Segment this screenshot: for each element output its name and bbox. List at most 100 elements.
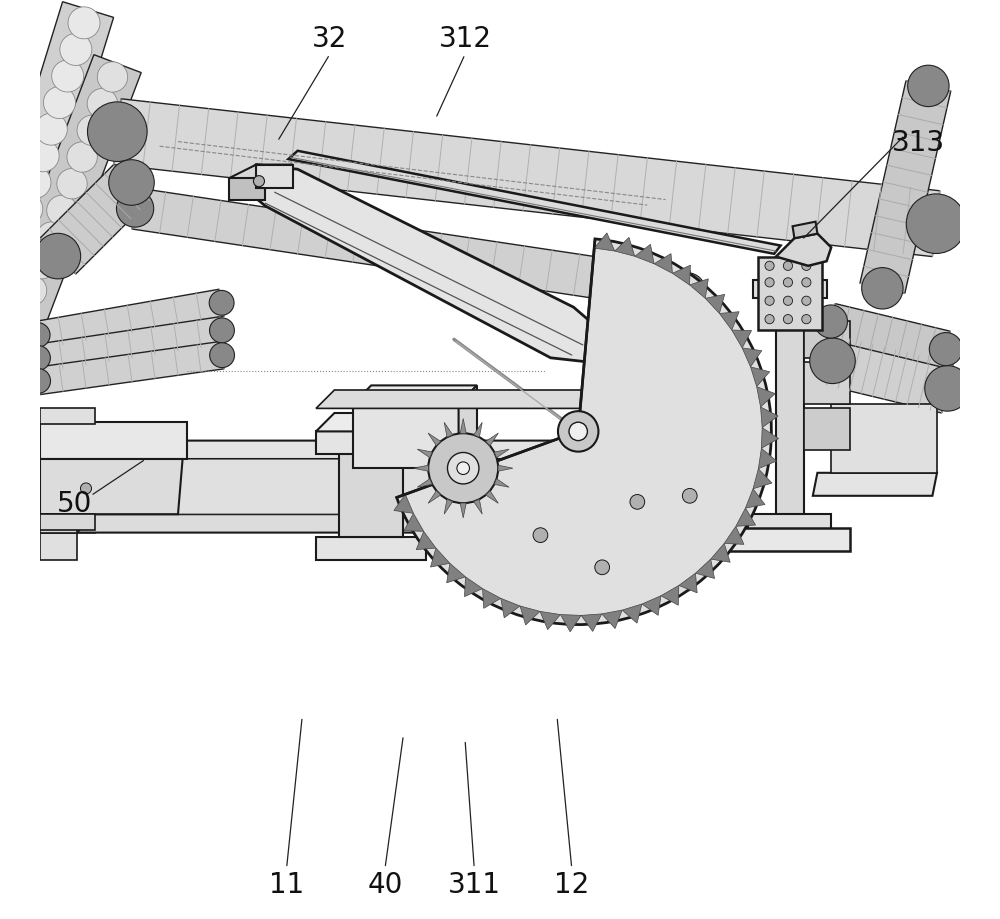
Text: 32: 32 xyxy=(312,25,347,52)
Circle shape xyxy=(802,278,811,288)
Polygon shape xyxy=(654,255,672,274)
Polygon shape xyxy=(622,605,642,623)
Circle shape xyxy=(210,319,234,344)
Circle shape xyxy=(765,262,774,271)
Circle shape xyxy=(569,423,587,441)
Circle shape xyxy=(26,249,57,279)
Polygon shape xyxy=(256,165,293,188)
Polygon shape xyxy=(316,538,426,561)
Circle shape xyxy=(765,278,774,288)
Polygon shape xyxy=(417,479,432,488)
Polygon shape xyxy=(690,279,708,299)
Polygon shape xyxy=(36,342,224,395)
Circle shape xyxy=(68,8,100,40)
Circle shape xyxy=(97,62,128,93)
Polygon shape xyxy=(460,504,466,518)
Circle shape xyxy=(43,87,75,119)
Polygon shape xyxy=(602,610,622,629)
Text: 40: 40 xyxy=(367,870,403,898)
Polygon shape xyxy=(40,533,77,561)
Circle shape xyxy=(802,262,811,271)
Text: 312: 312 xyxy=(439,25,492,52)
Polygon shape xyxy=(724,527,744,545)
Circle shape xyxy=(668,273,706,311)
Polygon shape xyxy=(430,549,450,567)
Polygon shape xyxy=(40,515,95,530)
Polygon shape xyxy=(0,3,114,257)
Polygon shape xyxy=(753,470,772,489)
Polygon shape xyxy=(486,491,498,504)
Polygon shape xyxy=(736,508,756,527)
Polygon shape xyxy=(428,491,441,504)
Circle shape xyxy=(57,169,87,199)
Polygon shape xyxy=(642,596,661,616)
Polygon shape xyxy=(560,615,581,632)
Polygon shape xyxy=(316,414,445,432)
Text: 50: 50 xyxy=(57,490,93,517)
Polygon shape xyxy=(494,479,509,488)
Circle shape xyxy=(783,262,793,271)
Polygon shape xyxy=(831,404,937,473)
Polygon shape xyxy=(761,428,779,448)
Polygon shape xyxy=(77,515,610,533)
Polygon shape xyxy=(339,450,403,538)
Polygon shape xyxy=(711,544,730,562)
Polygon shape xyxy=(444,423,453,437)
Polygon shape xyxy=(745,489,765,508)
Polygon shape xyxy=(353,386,477,404)
Circle shape xyxy=(862,268,903,310)
Circle shape xyxy=(814,306,847,339)
Polygon shape xyxy=(77,441,629,460)
Circle shape xyxy=(87,89,118,119)
Polygon shape xyxy=(732,331,752,348)
Text: 313: 313 xyxy=(892,129,945,156)
Polygon shape xyxy=(804,363,850,404)
Polygon shape xyxy=(417,449,432,459)
Polygon shape xyxy=(753,280,827,299)
Polygon shape xyxy=(742,348,762,368)
Circle shape xyxy=(116,190,154,228)
Circle shape xyxy=(906,195,966,255)
Polygon shape xyxy=(77,441,95,533)
Circle shape xyxy=(27,141,59,173)
Polygon shape xyxy=(793,222,817,239)
Polygon shape xyxy=(804,409,850,450)
Polygon shape xyxy=(114,99,940,257)
Polygon shape xyxy=(316,432,426,455)
Circle shape xyxy=(810,339,855,384)
Text: 12: 12 xyxy=(554,870,589,898)
Polygon shape xyxy=(486,434,498,447)
Circle shape xyxy=(457,462,469,475)
Circle shape xyxy=(783,278,793,288)
Polygon shape xyxy=(776,294,804,533)
Polygon shape xyxy=(757,387,775,407)
Polygon shape xyxy=(520,607,540,625)
Polygon shape xyxy=(748,515,831,533)
Text: 11: 11 xyxy=(269,870,304,898)
Polygon shape xyxy=(827,304,950,368)
Circle shape xyxy=(908,66,949,108)
Circle shape xyxy=(783,315,793,324)
Circle shape xyxy=(630,495,645,510)
Circle shape xyxy=(26,346,50,371)
Polygon shape xyxy=(758,448,777,470)
Polygon shape xyxy=(483,589,501,608)
Polygon shape xyxy=(679,573,697,594)
Circle shape xyxy=(25,323,50,348)
Circle shape xyxy=(16,276,47,306)
Circle shape xyxy=(533,528,548,543)
Polygon shape xyxy=(353,404,459,469)
Circle shape xyxy=(80,483,92,494)
Circle shape xyxy=(929,334,962,367)
Polygon shape xyxy=(459,386,477,469)
Polygon shape xyxy=(581,614,602,631)
Circle shape xyxy=(11,194,43,226)
Circle shape xyxy=(595,561,610,575)
Polygon shape xyxy=(594,233,615,252)
Circle shape xyxy=(682,489,697,504)
Polygon shape xyxy=(474,500,482,515)
Circle shape xyxy=(37,222,67,253)
Polygon shape xyxy=(40,423,187,460)
Polygon shape xyxy=(229,179,265,200)
Polygon shape xyxy=(40,460,183,515)
